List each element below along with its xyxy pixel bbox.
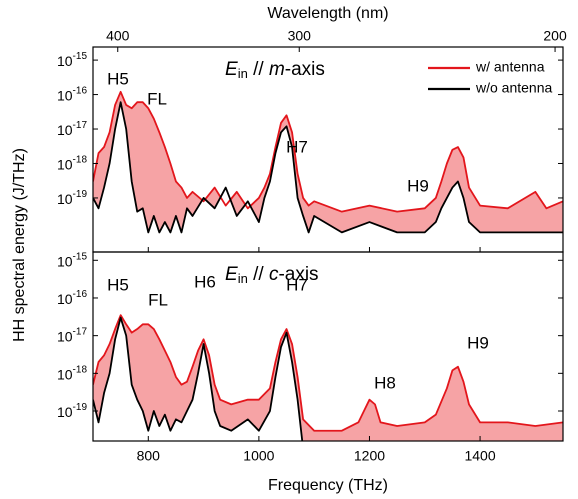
peak-label: H9 bbox=[407, 176, 429, 195]
plot-area bbox=[93, 90, 563, 252]
peak-label: H7 bbox=[286, 275, 308, 294]
y-tick-label: 10-18 bbox=[57, 154, 87, 172]
peak-label: H5 bbox=[107, 275, 129, 294]
x-tick-label: 1200 bbox=[354, 448, 385, 464]
y-tick-label: 10-15 bbox=[57, 51, 87, 69]
x2-tick-label: 300 bbox=[288, 28, 312, 44]
series-line bbox=[93, 90, 563, 213]
peak-label: H9 bbox=[467, 333, 489, 352]
y-tick-label: 10-16 bbox=[57, 85, 87, 103]
series-line bbox=[93, 314, 563, 432]
plot-area bbox=[93, 314, 563, 441]
x2-tick-label: 200 bbox=[543, 28, 567, 44]
peak-label: H5 bbox=[107, 69, 129, 88]
peak-label: H8 bbox=[374, 373, 396, 392]
y-tick-label: 10-17 bbox=[57, 120, 87, 138]
peak-label: H7 bbox=[286, 137, 308, 156]
panel-label: Ein // m-axis bbox=[225, 59, 325, 81]
peak-label: FL bbox=[148, 290, 168, 309]
x-axis-label: Frequency (THz) bbox=[268, 477, 388, 494]
legend-label: w/ antenna bbox=[475, 59, 545, 75]
x2-tick-label: 400 bbox=[106, 28, 130, 44]
area-fill bbox=[93, 102, 563, 252]
y-tick-label: 10-16 bbox=[57, 289, 87, 307]
plot-frame bbox=[92, 251, 564, 442]
y-axis-label: HH spectral energy (J/THz) bbox=[11, 148, 28, 342]
x-tick-label: 800 bbox=[137, 448, 161, 464]
x-tick-label: 1400 bbox=[464, 448, 495, 464]
y-tick-label: 10-19 bbox=[57, 189, 87, 207]
series-line bbox=[93, 101, 563, 234]
y-tick-label: 10-19 bbox=[57, 402, 87, 420]
series-line bbox=[93, 316, 304, 441]
panel-label: Ein // c-axis bbox=[225, 264, 319, 286]
y-tick-label: 10-18 bbox=[57, 364, 87, 382]
x2-axis-label: Wavelength (nm) bbox=[267, 5, 388, 22]
legend-label: w/o antenna bbox=[475, 80, 552, 96]
x-tick-label: 1000 bbox=[243, 448, 274, 464]
peak-label: H6 bbox=[194, 272, 216, 291]
y-tick-label: 10-15 bbox=[57, 251, 87, 269]
y-tick-label: 10-17 bbox=[57, 326, 87, 344]
peak-label: FL bbox=[147, 89, 167, 108]
